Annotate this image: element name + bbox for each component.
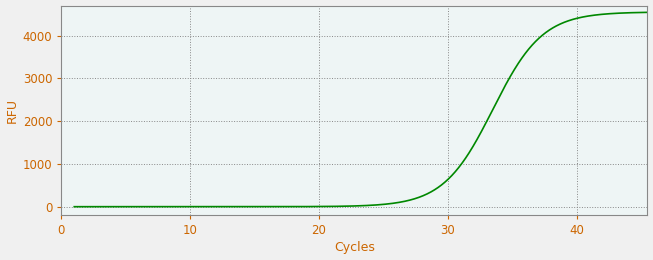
X-axis label: Cycles: Cycles bbox=[334, 242, 375, 255]
Y-axis label: RFU: RFU bbox=[6, 98, 18, 123]
